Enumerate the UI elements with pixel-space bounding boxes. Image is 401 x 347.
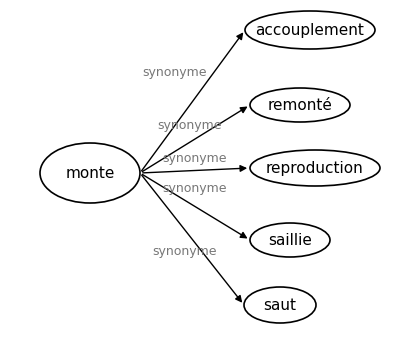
Text: saillie: saillie [267,232,311,247]
Text: synonyme: synonyme [152,245,217,259]
Text: monte: monte [65,166,114,180]
Text: synonyme: synonyme [162,181,227,195]
Text: saut: saut [263,297,296,313]
FancyArrowPatch shape [142,175,241,302]
FancyArrowPatch shape [141,34,242,171]
Text: synonyme: synonyme [157,118,222,132]
Text: remonté: remonté [267,98,332,112]
FancyArrowPatch shape [142,175,246,238]
FancyArrowPatch shape [142,107,246,171]
FancyArrowPatch shape [142,166,245,173]
Text: synonyme: synonyme [162,152,227,164]
Text: accouplement: accouplement [255,23,364,37]
Text: reproduction: reproduction [265,161,363,176]
Text: synonyme: synonyme [142,66,207,78]
